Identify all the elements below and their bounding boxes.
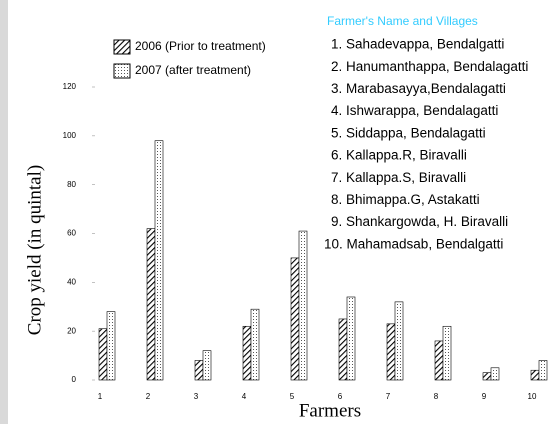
note-item: 9. Shankargowda, H. Biravalli — [331, 214, 508, 229]
bar — [298, 230, 308, 381]
bar — [106, 311, 116, 381]
bar — [482, 372, 492, 381]
x-tick-label: 6 — [338, 392, 343, 401]
bar — [530, 369, 540, 381]
note-item: 1. Sahadevappa, Bendalgatti — [331, 37, 504, 52]
legend-swatch — [113, 39, 131, 55]
y-tick-label: 60 — [67, 229, 76, 238]
note-item: 7. Kallappa.S, Biravalli — [331, 170, 466, 185]
x-tick-label: 3 — [194, 392, 199, 401]
x-tick-label: 10 — [528, 392, 537, 401]
bar — [394, 301, 404, 381]
x-tick-label: 1 — [98, 392, 103, 401]
side-strip — [0, 0, 8, 424]
bar — [338, 318, 348, 381]
note-item: 8. Bhimappa.G, Astakatti — [331, 192, 480, 207]
bar — [98, 328, 108, 381]
legend-label: 2007 (after treatment) — [135, 63, 251, 77]
x-tick-label: 5 — [290, 392, 295, 401]
note-item: 4. Ishwarappa, Bendalagatti — [331, 103, 498, 118]
bar — [538, 360, 548, 381]
bar — [250, 308, 260, 381]
y-tick-label: 80 — [67, 180, 76, 189]
x-tick-label: 9 — [482, 392, 487, 401]
x-tick-label: 7 — [386, 392, 391, 401]
y-tick-label: 0 — [72, 375, 77, 384]
x-tick-label: 8 — [434, 392, 439, 401]
x-tick-label: 4 — [242, 392, 247, 401]
note-item: 6. Kallappa.R, Biravalli — [331, 148, 467, 163]
bar — [346, 296, 356, 381]
y-tick-label: 40 — [67, 277, 76, 286]
x-tick-label: 2 — [146, 392, 151, 401]
note-item: 5. Siddappa, Bendalagatti — [331, 125, 486, 140]
bar — [202, 350, 212, 381]
bar — [434, 340, 444, 381]
note-item: 3. Marabasayya,Bendalagatti — [331, 81, 506, 96]
bar — [242, 325, 252, 381]
notes-title: Farmer's Name and Villages — [327, 14, 478, 28]
y-axis-label: Crop yield (in quintal) — [24, 165, 45, 335]
y-tick-label: 120 — [63, 82, 77, 91]
note-item: 2. Hanumanthappa, Bendalagatti — [331, 59, 528, 74]
note-item: 10. Mahamadsab, Bendalgatti — [324, 236, 503, 251]
bar — [290, 257, 300, 381]
legend-label: 2006 (Prior to treatment) — [135, 39, 266, 53]
y-tick-label: 20 — [67, 326, 76, 335]
bar — [386, 323, 396, 381]
bar — [194, 360, 204, 381]
bar — [146, 228, 156, 381]
y-tick-label: 100 — [63, 131, 77, 140]
legend-swatch — [113, 63, 131, 79]
bar — [154, 140, 164, 381]
x-axis-label: Farmers — [299, 400, 361, 421]
bar — [490, 367, 500, 381]
bar — [442, 325, 452, 381]
